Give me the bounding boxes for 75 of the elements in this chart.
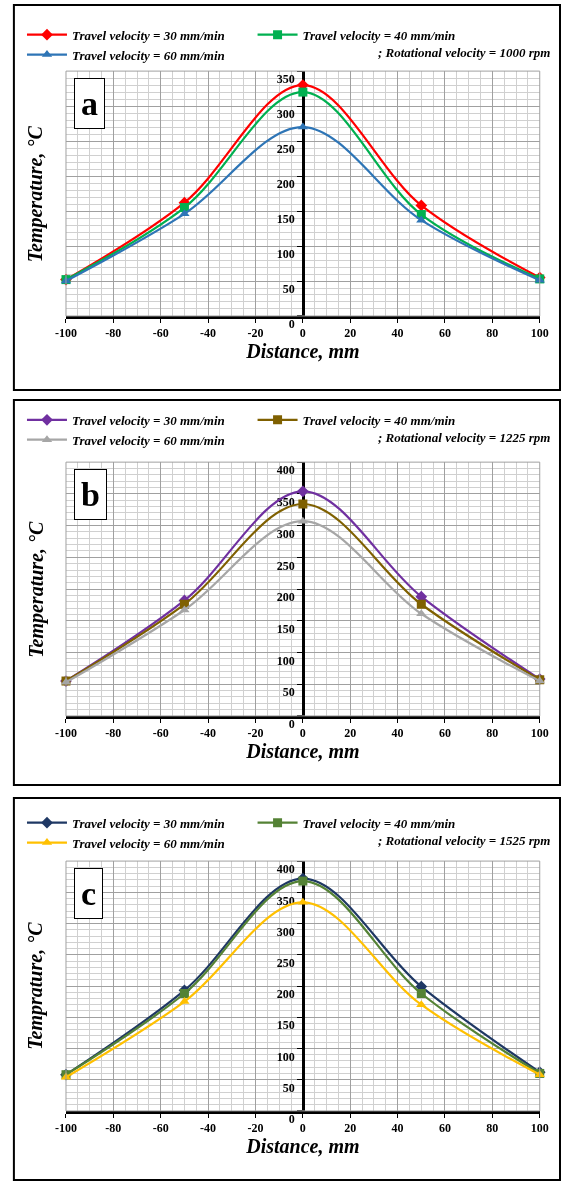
y-tick-label: 250 [276,955,295,970]
x-tick-label: -80 [105,726,122,741]
y-tick-label: 250 [276,142,295,157]
legend-label: Travel velocity = 40 mm/min [302,27,456,43]
text: ; Rotational velocity = 1225 rpm [378,430,551,445]
legend-label: Travel velocity = 60 mm/min [71,432,225,448]
x-tick-label: 20 [344,1121,357,1136]
x-tick-label: 100 [530,726,549,741]
x-tick-label: -20 [247,726,264,741]
legend-label: Travel velocity = 40 mm/min [302,815,456,831]
y-tick-label: 150 [276,212,295,227]
x-tick-label: 20 [344,326,357,341]
y-tick-label: 300 [276,924,295,939]
y-tick-label: 50 [282,685,295,700]
y-axis-title: Temperature, °C [24,521,48,658]
x-axis-title: Distance, mm [245,740,360,763]
y-tick-label: 200 [276,987,295,1002]
x-tick-label: 40 [391,726,404,741]
x-tick-label: 100 [530,326,549,341]
y-tick-label: 150 [276,1018,295,1033]
y-tick-label: 350 [276,72,295,87]
x-tick-label: -60 [152,326,169,341]
x-tick-label: 60 [438,726,451,741]
y-tick-label: 400 [276,463,295,478]
x-tick-label: 60 [438,1121,451,1136]
x-tick-label: -40 [200,326,217,341]
y-axis-title: Temperature, °C [24,125,48,263]
x-tick-label: -80 [105,1121,122,1136]
legend-label: Travel velocity = 60 mm/min [71,835,225,851]
x-tick-label: -20 [247,326,264,341]
annotation: c [81,875,97,912]
x-tick-label: 80 [486,326,499,341]
y-tick-label: 300 [276,107,295,122]
x-tick-label: -60 [152,726,169,741]
text: ; Rotational velocity = 1000 rpm [378,45,551,60]
x-axis-title: Distance, mm [245,1135,360,1158]
x-tick-label: 40 [391,326,404,341]
annotation: b [81,476,100,513]
x-tick-label: -80 [105,326,122,341]
x-tick-label: 0 [299,1121,306,1136]
x-tick-label: 100 [530,1121,549,1136]
x-tick-label: -60 [152,1121,169,1136]
x-tick-label: 80 [486,726,499,741]
y-tick-label: 100 [276,653,295,668]
text: ; Rotational velocity = 1525 rpm [378,833,551,848]
x-tick-label: 80 [486,1121,499,1136]
annotation: a [81,85,98,122]
x-tick-label: -20 [247,1121,264,1136]
y-tick-label: 200 [276,590,295,605]
y-tick-label: 250 [276,558,295,573]
x-tick-label: -100 [55,326,77,341]
legend-label: Travel velocity = 30 mm/min [71,412,225,428]
x-tick-label: -40 [200,1121,217,1136]
y-tick-label: 100 [276,1049,295,1064]
y-tick-label: 50 [282,1080,295,1095]
legend-label: Travel velocity = 30 mm/min [71,815,225,831]
x-tick-label: 60 [438,326,451,341]
legend-label: Travel velocity = 40 mm/min [302,412,456,428]
x-tick-label: 20 [344,726,357,741]
y-tick-label: 300 [276,526,295,541]
x-tick-label: -100 [55,726,77,741]
y-axis-title: Temprature, °C [23,921,47,1050]
x-tick-label: -40 [200,726,217,741]
x-tick-label: 0 [299,326,306,341]
y-tick-label: 400 [276,862,295,877]
y-tick-label: 150 [276,621,295,636]
legend-label: Travel velocity = 60 mm/min [71,47,225,63]
legend-label: Travel velocity = 30 mm/min [71,27,225,43]
y-tick-label: 50 [282,282,295,297]
y-tick-label: 100 [276,247,295,262]
x-tick-label: -100 [55,1121,77,1136]
x-axis-title: Distance, mm [245,340,360,363]
x-tick-label: 0 [299,726,306,741]
x-tick-label: 40 [391,1121,404,1136]
y-tick-label: 200 [276,177,295,192]
